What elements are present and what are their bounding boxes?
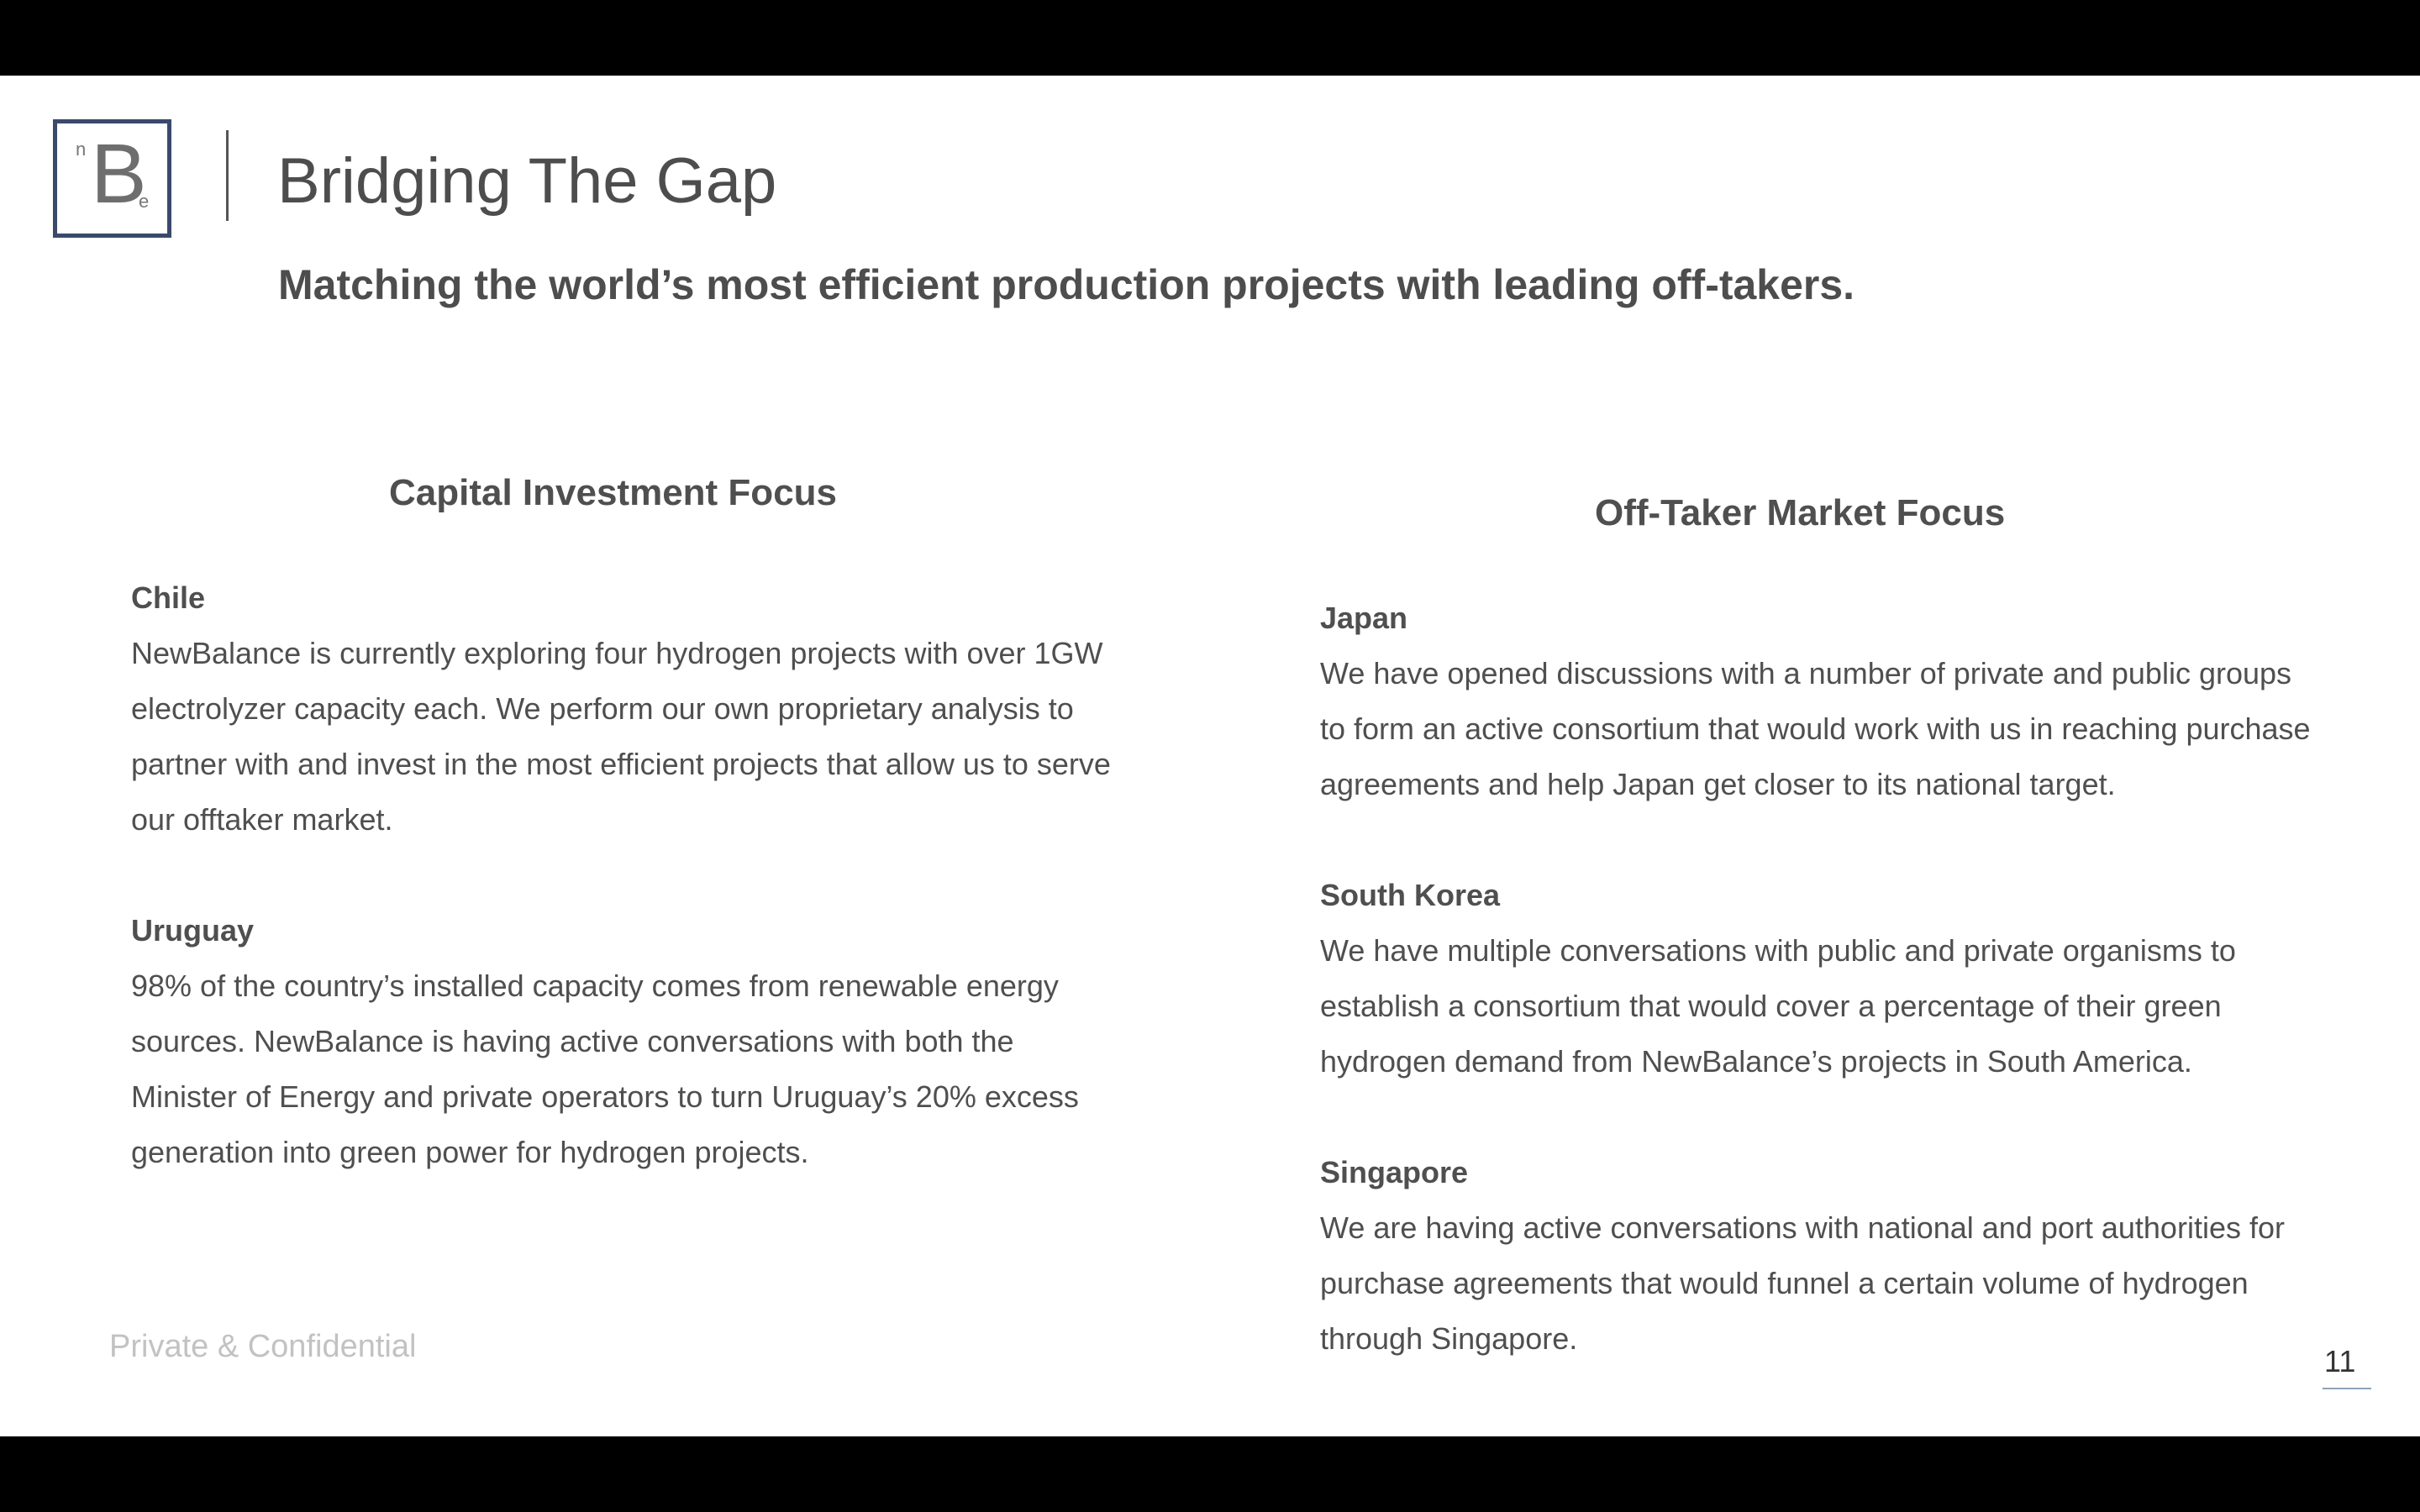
page-subtitle: Matching the world’s most efficient prod… <box>278 260 1854 309</box>
off-taker-market-heading: Off-Taker Market Focus <box>1595 492 2005 534</box>
company-logo: n B e <box>53 119 171 238</box>
header-divider <box>226 130 229 221</box>
logo-subscript: e <box>139 191 149 213</box>
section-country: Uruguay <box>131 903 1123 958</box>
section-south-korea: South Korea We have multiple conversatio… <box>1320 868 2312 1089</box>
section-japan: Japan We have opened discussions with a … <box>1320 591 2312 812</box>
capital-investment-heading: Capital Investment Focus <box>389 472 837 514</box>
letterbox-bottom <box>0 1436 2420 1512</box>
section-uruguay: Uruguay 98% of the country’s installed c… <box>131 903 1123 1180</box>
section-text: We are having active conversations with … <box>1320 1200 2312 1367</box>
section-text: We have multiple conversations with publ… <box>1320 923 2312 1089</box>
section-country: Japan <box>1320 591 2312 646</box>
confidential-label: Private & Confidential <box>109 1329 416 1365</box>
section-text: We have opened discussions with a number… <box>1320 646 2312 812</box>
slide: n B e Bridging The Gap Matching the worl… <box>0 76 2420 1436</box>
section-text: NewBalance is currently exploring four h… <box>131 626 1123 848</box>
section-country: South Korea <box>1320 868 2312 923</box>
section-country: Singapore <box>1320 1145 2312 1200</box>
section-chile: Chile NewBalance is currently exploring … <box>131 570 1123 848</box>
section-singapore: Singapore We are having active conversat… <box>1320 1145 2312 1367</box>
page-title: Bridging The Gap <box>277 144 776 218</box>
section-text: 98% of the country’s installed capacity … <box>131 958 1123 1180</box>
letterbox-top <box>0 0 2420 76</box>
section-country: Chile <box>131 570 1123 626</box>
page-number-underline <box>2323 1388 2371 1389</box>
logo-superscript: n <box>76 139 86 160</box>
page-number: 11 <box>2324 1344 2355 1379</box>
